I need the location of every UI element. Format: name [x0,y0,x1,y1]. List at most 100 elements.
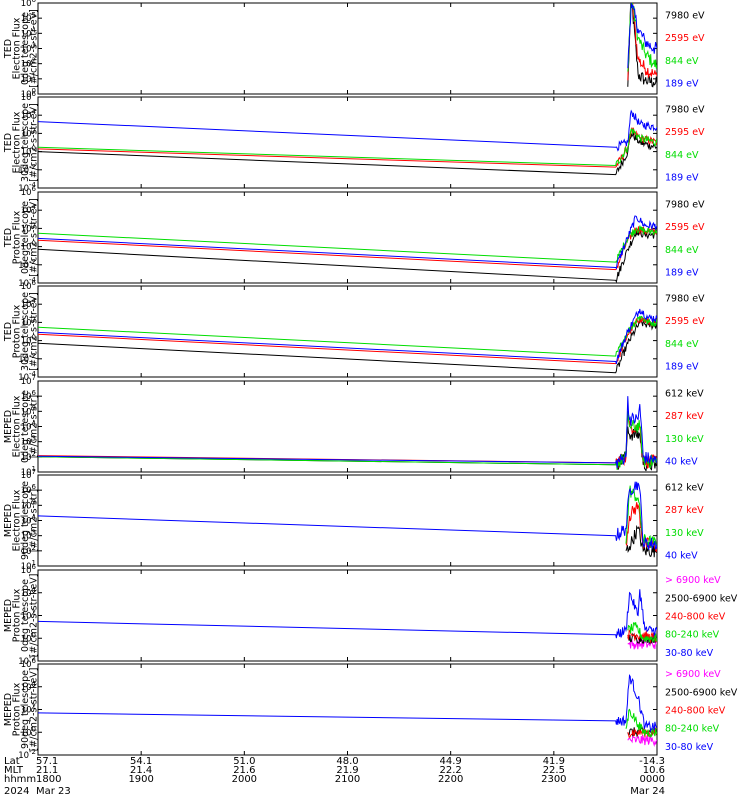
series-line--6900-kev [627,734,657,747]
series-line-189-ev [627,3,657,69]
x-row-value: 44.9 [440,756,462,767]
y-tick-label: 104 [21,514,37,527]
legend-label: 7980 eV [665,199,705,210]
series-line-189-ev [38,215,657,270]
y-tick-label: 103 [21,42,36,55]
series-line-240-800-kev [627,629,657,644]
x-end-date: Mar 24 [630,786,665,797]
legend-label: 189 eV [665,268,699,279]
y-tick-label: 102 [21,544,36,557]
legend-label: 612 keV [665,482,704,493]
legend-label: 612 keV [665,388,704,399]
x-start-date: Mar 23 [36,786,71,797]
legend-label: 7980 eV [665,10,705,21]
y-tick-label: 106 [21,563,37,576]
y-tick-label: 105 [21,404,36,417]
series-line-844-ev [38,225,657,264]
x-row-value: 48.0 [336,756,358,767]
x-row-value: 51.0 [233,756,255,767]
y-tick-label: 100 [21,334,36,347]
series-line-7980-ev [38,132,657,176]
y-tick-label: 10-4 [18,181,36,194]
series-line-844-ev [38,315,657,357]
y-tick-label: 106 [21,483,37,496]
y-tick-label: 100 [21,145,36,158]
x-row-label: hhmm [4,774,36,785]
series-group [38,308,657,374]
legend-label: 2500-6900 keV [665,593,738,604]
plot-frame [37,2,658,95]
series-line-844-ev [38,128,657,167]
y-tick-label: 103 [21,435,36,448]
y-tick-label: 100 [21,87,36,100]
series-group [38,215,657,283]
series-line-30-80-kev [38,589,657,639]
legend-label: 2595 eV [665,33,705,44]
series-line-40-kev [38,481,657,550]
x-row-label: Lat [4,756,20,767]
x-row-value: 22.2 [440,765,462,776]
legend-label: 189 eV [665,79,699,90]
x-row-value: 57.1 [36,756,58,767]
y-tick-label: 105 [21,11,36,24]
y-tick-label: 104 [21,420,37,433]
x-row-value: 2100 [335,774,360,785]
x-row-value: 21.9 [336,765,358,776]
legend-label: 844 eV [665,56,699,67]
legend-label: 844 eV [665,339,699,350]
x-year-label: 2024 [4,786,29,797]
x-row-value: 2300 [541,774,566,785]
y-tick-label: 100 [21,240,36,253]
y-tick-label: 106 [21,389,37,402]
x-row-value: 10.6 [643,765,665,776]
legend-label: 7980 eV [665,104,705,115]
series-line-2595-ev [38,316,657,365]
plot-frame [37,96,658,189]
series-group [38,396,657,472]
legend-label: 130 keV [665,528,704,539]
legend-label: 2500-6900 keV [665,687,738,698]
y-tick-label: 104 [21,297,37,310]
y-tick-label: 104 [21,203,37,216]
y-tick-label: 10-2 [18,748,36,761]
y-axis-label: MEPEDProton Flux90deg telescope[#/cm2-s-… [3,668,40,752]
y-tick-label: 101 [21,465,36,478]
y-tick-label: 102 [21,450,36,463]
y-tick-label: 10-4 [18,370,36,383]
y-tick-label: 10-2 [18,654,36,667]
legend-label: > 6900 keV [665,669,721,680]
series-line-2595-ev [38,127,657,168]
plot-frame [37,663,658,756]
y-tick-label: 106 [21,90,37,103]
series-group [38,109,657,176]
legend-label: 189 eV [665,173,699,184]
y-tick-label: 106 [21,657,37,670]
y-tick-label: 103 [21,529,36,542]
series-line--6900-kev [627,637,657,650]
y-axis-label: MEPEDElectron Flux90deg telescope[#/cm2-… [3,481,40,560]
x-row-value: 1900 [128,774,153,785]
legend-label: 80-240 keV [665,724,720,735]
series-line-189-ev [38,308,657,364]
y-axis-label: MEPEDProton Flux0deg telescope[#/cm2-s-s… [3,574,40,658]
legend-label: > 6900 keV [665,575,721,586]
x-row-value: 21.4 [130,765,152,776]
y-tick-label: 106 [21,185,37,198]
series-group [38,673,657,747]
series-line-30-80-kev [38,673,657,733]
plot-frame [37,569,658,662]
y-tick-label: 105 [21,498,36,511]
x-row-value: 2000 [232,774,257,785]
legend-label: 189 eV [665,362,699,373]
y-tick-label: 107 [21,374,36,387]
y-tick-label: 104 [21,680,37,693]
y-tick-label: 100 [21,631,36,644]
x-row-value: 1800 [36,774,61,785]
y-tick-label: 10-2 [18,258,36,271]
x-row-value: 22.5 [543,765,565,776]
legend-label: 2595 eV [665,222,705,233]
y-tick-label: 102 [21,126,36,139]
series-group [38,589,657,650]
